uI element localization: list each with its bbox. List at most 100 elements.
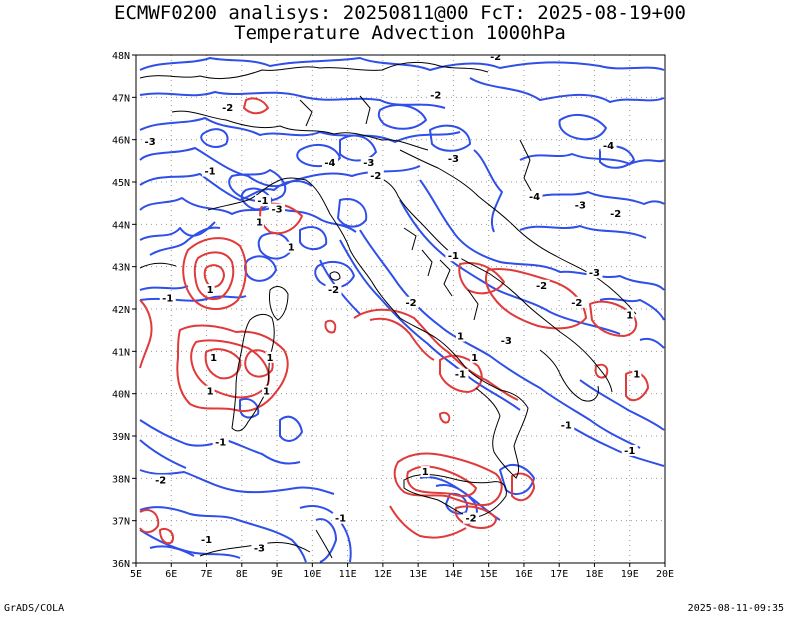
contour-label: -4 (529, 192, 540, 203)
contour-label: -1 (561, 421, 572, 432)
x-tick-label: 9E (271, 569, 283, 580)
contour-label: -2 (155, 476, 166, 487)
y-tick-label: 45N (112, 178, 130, 189)
x-tick-label: 7E (201, 569, 213, 580)
contour-label-background (568, 296, 585, 308)
contour-label-background (325, 284, 342, 296)
contour-label-background (572, 199, 589, 211)
contour-label: 1 (210, 353, 217, 364)
contour-label-background (254, 195, 271, 207)
contour-label: -1 (624, 446, 635, 457)
contour-label: -2 (328, 285, 339, 296)
contour-label: -3 (501, 336, 512, 347)
contour-label-background (420, 466, 430, 478)
footer-software: GrADS/COLA (4, 603, 65, 614)
contour-label: 1 (207, 285, 214, 296)
contour-label: 1 (288, 243, 295, 254)
contour-label-background (403, 296, 420, 308)
x-tick-label: 8E (236, 569, 248, 580)
x-tick-label: 12E (374, 569, 392, 580)
x-tick-label: 18E (585, 569, 603, 580)
contour-label-background (463, 512, 480, 524)
contour-label-background (533, 279, 550, 291)
contour-label-background (558, 419, 575, 431)
contour-label: -2 (430, 90, 441, 101)
contour-label: 1 (457, 332, 464, 343)
contour-label-background (470, 351, 480, 363)
contour-label-background (455, 330, 465, 342)
contour-label: -2 (406, 298, 417, 309)
contour-label: 1 (626, 310, 633, 321)
contour-label-background (286, 241, 296, 253)
contour-label-background (219, 102, 236, 114)
contour-label: -3 (254, 543, 265, 554)
contour-label: -3 (589, 268, 600, 279)
y-tick-label: 43N (112, 263, 130, 274)
x-tick-label: 6E (165, 569, 177, 580)
contour-label: 1 (207, 387, 214, 398)
contour-label-background (621, 444, 638, 456)
contour-label-background (209, 351, 219, 363)
x-tick-label: 10E (303, 569, 321, 580)
contour-label-background (498, 334, 515, 346)
contour-label: -1 (448, 251, 459, 262)
x-tick-label: 17E (550, 569, 568, 580)
contour-label: 1 (471, 353, 478, 364)
x-tick-label: 14E (444, 569, 462, 580)
x-tick-label: 19E (621, 569, 639, 580)
contour-label-background (251, 542, 268, 554)
contour-label-background (452, 368, 469, 380)
y-tick-label: 41N (112, 347, 130, 358)
contour-label-background (600, 140, 617, 152)
y-tick-label: 44N (112, 220, 130, 231)
contour-label: -1 (201, 535, 212, 546)
contour-label: -1 (257, 196, 268, 207)
contour-label-background (607, 207, 624, 219)
contour-label-background (321, 157, 338, 169)
contour-label-background (198, 533, 215, 545)
contour-label-background (625, 309, 635, 321)
y-tick-label: 46N (112, 136, 130, 147)
contour-label-background (427, 89, 444, 101)
contour-label-background (445, 250, 462, 262)
contour-label-background (152, 474, 169, 486)
contour-label: -3 (145, 137, 156, 148)
contour-label: -4 (603, 141, 614, 152)
x-tick-label: 15E (480, 569, 498, 580)
contour-label: -2 (571, 298, 582, 309)
axis-ticks: 5E 6E 7E 8E 9E 10E 11E 12E 13E 14E 15E 16E 17E 18E 19E… (112, 51, 674, 580)
y-tick-label: 47N (112, 93, 130, 104)
contour-label-background (254, 216, 264, 228)
footer-timestamp: 2025-08-11-09:35 (687, 603, 784, 614)
contour-label-background (212, 436, 229, 448)
x-tick-label: 20E (656, 569, 674, 580)
contour-label-background (586, 267, 603, 279)
contour-label: 1 (422, 467, 429, 478)
contour-label: -3 (575, 200, 586, 211)
contour-label-background (332, 512, 349, 524)
contour-label: -2 (610, 209, 621, 220)
map-subtitle: Temperature Advection 1000hPa (234, 22, 566, 44)
contour-label-background (360, 157, 377, 169)
contour-label-background (526, 190, 543, 202)
contour-label: 1 (633, 370, 640, 381)
x-tick-label: 11E (339, 569, 357, 580)
contour-label-background (159, 292, 176, 304)
contour-label: -3 (363, 158, 374, 169)
contour-label-background (632, 368, 642, 380)
x-tick-label: 5E (130, 569, 142, 580)
contour-label-background (261, 385, 271, 397)
contour-label: -2 (370, 171, 381, 182)
contour-label: -1 (205, 167, 216, 178)
contour-label: 1 (263, 387, 270, 398)
contour-label: -2 (490, 52, 501, 63)
y-tick-label: 36N (112, 559, 130, 570)
contour-label: -4 (324, 158, 335, 169)
contour-label-background (205, 385, 215, 397)
contour-label: -1 (335, 514, 346, 525)
contour-label: -3 (448, 154, 459, 165)
contour-label-background (487, 55, 504, 63)
contour-label: -2 (536, 281, 547, 292)
contour-label-background (265, 351, 275, 363)
